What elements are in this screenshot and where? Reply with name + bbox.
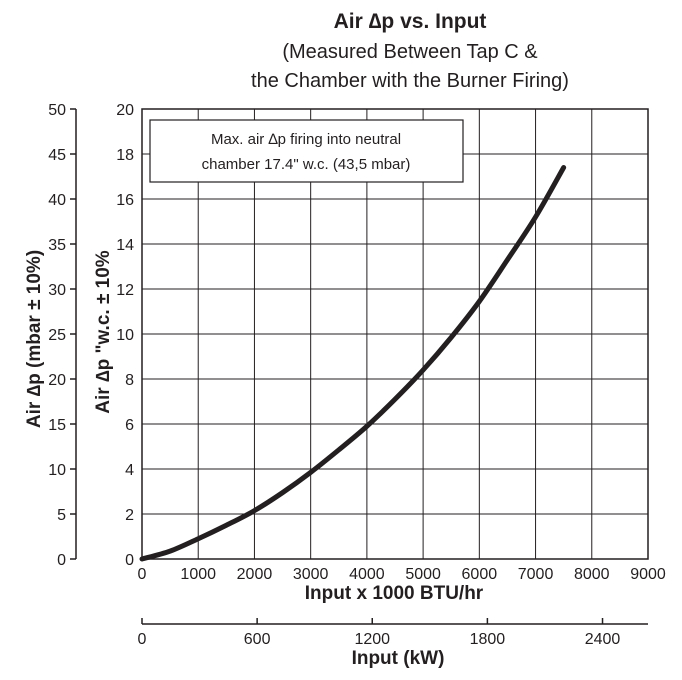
- x-axis-label: Input x 1000 BTU/hr: [305, 583, 484, 604]
- secondary-x-tick-label: 600: [244, 631, 271, 648]
- y-tick-label: 0: [125, 552, 134, 569]
- secondary-y-tick-label: 5: [57, 507, 66, 524]
- annotation-box: Max. air ∆p firing into neutral chamber …: [149, 119, 464, 183]
- secondary-y-tick-label: 0: [57, 552, 66, 569]
- y-tick-label: 20: [116, 102, 134, 119]
- annotation-line-2: chamber 17.4" w.c. (43,5 mbar): [202, 156, 411, 173]
- x-tick-label: 6000: [462, 566, 498, 583]
- secondary-y-axis: 0 5 10 15 20 25 30 35 40 45 50: [48, 102, 77, 569]
- chart-subtitle-line-1: (Measured Between Tap C &: [282, 41, 538, 63]
- y-tick-label: 14: [116, 237, 134, 254]
- annotation-line-1: Max. air ∆p firing into neutral: [211, 131, 401, 148]
- x-tick-label: 4000: [349, 566, 385, 583]
- x-tick-label: 0: [138, 566, 147, 583]
- y-tick-label: 8: [125, 372, 134, 389]
- y-axis-label: Air ∆p "w.c. ± 10%: [93, 250, 114, 414]
- secondary-x-axis: 0 600 1200 1800 2400: [138, 618, 648, 648]
- secondary-y-tick-label: 35: [48, 237, 66, 254]
- secondary-y-tick-label: 50: [48, 102, 66, 119]
- y-axis-label-secondary: Air ∆p (mbar ± 10%): [24, 250, 45, 428]
- y-tick-label: 6: [125, 417, 134, 434]
- secondary-y-tick-label: 30: [48, 282, 66, 299]
- y-tick-label: 18: [116, 147, 134, 164]
- annotation-frame: [149, 119, 464, 183]
- x-axis-ticks: 0 1000 2000 3000 4000 5000 6000 7000 8000 9000: [138, 566, 666, 583]
- y-tick-label: 2: [125, 507, 134, 524]
- secondary-y-tick-label: 40: [48, 192, 66, 209]
- x-tick-label: 5000: [405, 566, 441, 583]
- secondary-y-tick-label: 20: [48, 372, 66, 389]
- secondary-x-tick-label: 2400: [585, 631, 621, 648]
- x-tick-label: 8000: [574, 566, 610, 583]
- x-tick-label: 3000: [293, 566, 329, 583]
- secondary-y-tick-label: 10: [48, 462, 66, 479]
- x-axis-label-secondary: Input (kW): [352, 648, 445, 669]
- y-tick-label: 4: [125, 462, 134, 479]
- chart-subtitle-line-2: the Chamber with the Burner Firing): [251, 70, 569, 92]
- secondary-y-tick-label: 15: [48, 417, 66, 434]
- secondary-y-tick-label: 45: [48, 147, 66, 164]
- y-tick-label: 12: [116, 282, 134, 299]
- x-tick-label: 7000: [518, 566, 554, 583]
- series-curve: [139, 165, 567, 562]
- x-tick-label: 9000: [630, 566, 666, 583]
- plot-frame: [141, 108, 649, 560]
- secondary-x-tick-label: 1800: [470, 631, 506, 648]
- y-axis-ticks: 0 2 4 6 8 10 12 14 16 18 20: [116, 102, 134, 569]
- x-tick-label: 1000: [180, 566, 216, 583]
- chart-title: Air ∆p vs. Input: [334, 10, 487, 33]
- y-tick-label: 16: [116, 192, 134, 209]
- x-tick-label: 2000: [237, 566, 273, 583]
- y-tick-label: 10: [116, 327, 134, 344]
- secondary-y-tick-label: 25: [48, 327, 66, 344]
- secondary-x-tick-label: 0: [138, 631, 147, 648]
- secondary-x-tick-label: 1200: [354, 631, 390, 648]
